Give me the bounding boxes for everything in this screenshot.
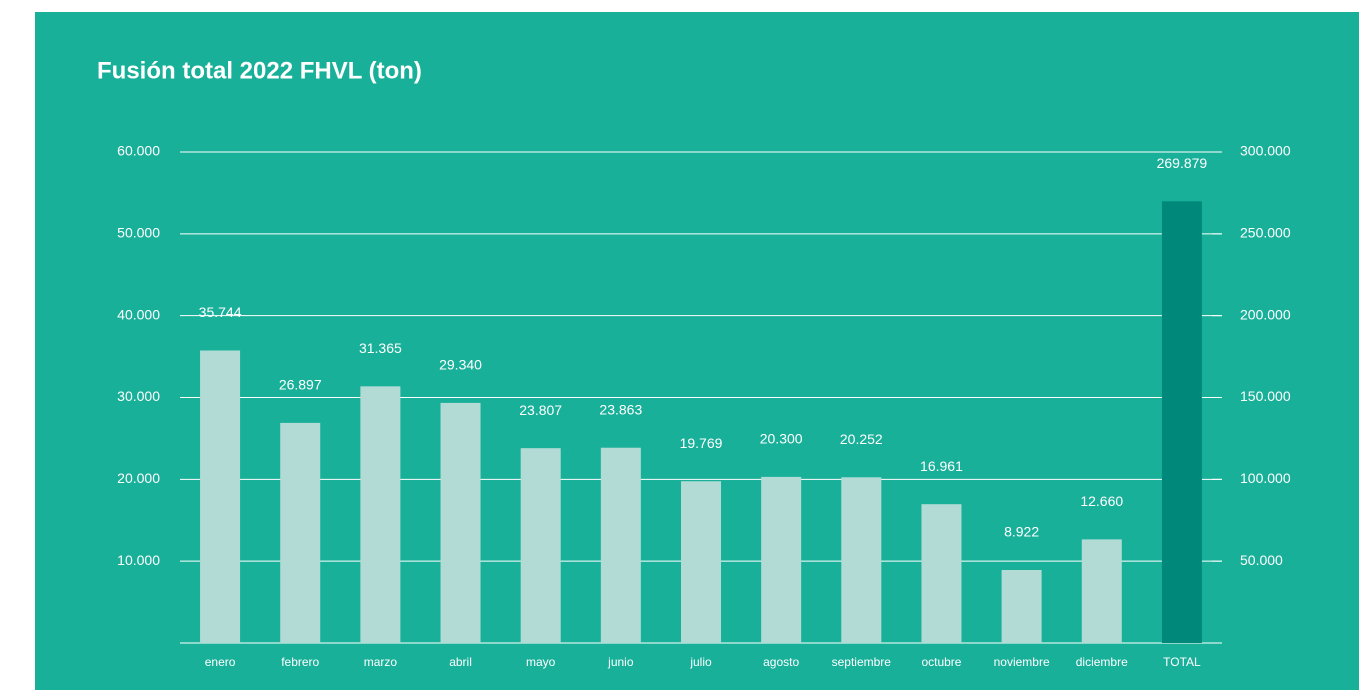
bar <box>520 448 561 643</box>
bar <box>200 350 241 643</box>
bar <box>841 477 882 643</box>
y-tick-label: 50.000 <box>117 225 160 241</box>
y-tick-label: 60.000 <box>117 143 160 159</box>
y2-tick-label: 200.000 <box>1240 306 1291 322</box>
data-label: 16.961 <box>920 458 963 474</box>
y2-tick-label: 150.000 <box>1240 388 1291 404</box>
bar <box>360 386 401 643</box>
x-tick-label: mayo <box>526 655 556 669</box>
x-tick-label: noviembre <box>994 655 1050 669</box>
data-label: 269.879 <box>1157 155 1208 171</box>
x-tick-label: enero <box>205 655 236 669</box>
chart-title: Fusión total 2022 FHVL (ton) <box>97 57 422 84</box>
x-tick-label: diciembre <box>1076 655 1128 669</box>
x-tick-label: abril <box>449 655 472 669</box>
bar <box>1001 569 1042 643</box>
data-label: 12.660 <box>1080 493 1123 509</box>
data-label: 29.340 <box>439 357 482 373</box>
y2-tick-label: 250.000 <box>1240 225 1291 241</box>
x-tick-label: TOTAL <box>1163 655 1201 669</box>
bar <box>921 504 962 643</box>
bar <box>761 476 802 643</box>
x-tick-label: junio <box>607 655 634 669</box>
data-label: 20.300 <box>760 431 803 447</box>
y-tick-label: 10.000 <box>117 552 160 568</box>
x-tick-label: octubre <box>921 655 961 669</box>
data-label: 19.769 <box>680 435 723 451</box>
data-label: 8.922 <box>1004 524 1039 540</box>
y-tick-label: 20.000 <box>117 470 160 486</box>
data-label: 23.863 <box>599 401 642 417</box>
bar <box>280 422 321 643</box>
y-tick-label: 30.000 <box>117 388 160 404</box>
bar <box>681 481 721 643</box>
bar <box>1081 539 1122 643</box>
data-label: 20.252 <box>840 431 883 447</box>
data-label: 35.744 <box>199 304 242 320</box>
data-label: 31.365 <box>359 340 402 356</box>
x-tick-label: febrero <box>281 655 319 669</box>
y2-tick-label: 50.000 <box>1240 552 1283 568</box>
data-label: 26.897 <box>279 377 322 393</box>
y2-tick-label: 300.000 <box>1240 143 1291 159</box>
bar <box>600 447 641 643</box>
y2-tick-label: 100.000 <box>1240 470 1291 486</box>
bar <box>440 402 481 643</box>
bar <box>1161 201 1202 643</box>
x-tick-label: julio <box>689 655 712 669</box>
x-tick-label: marzo <box>364 655 398 669</box>
x-tick-label: septiembre <box>832 655 892 669</box>
x-tick-label: agosto <box>763 655 799 669</box>
data-label: 23.807 <box>519 402 562 418</box>
y-tick-label: 40.000 <box>117 306 160 322</box>
